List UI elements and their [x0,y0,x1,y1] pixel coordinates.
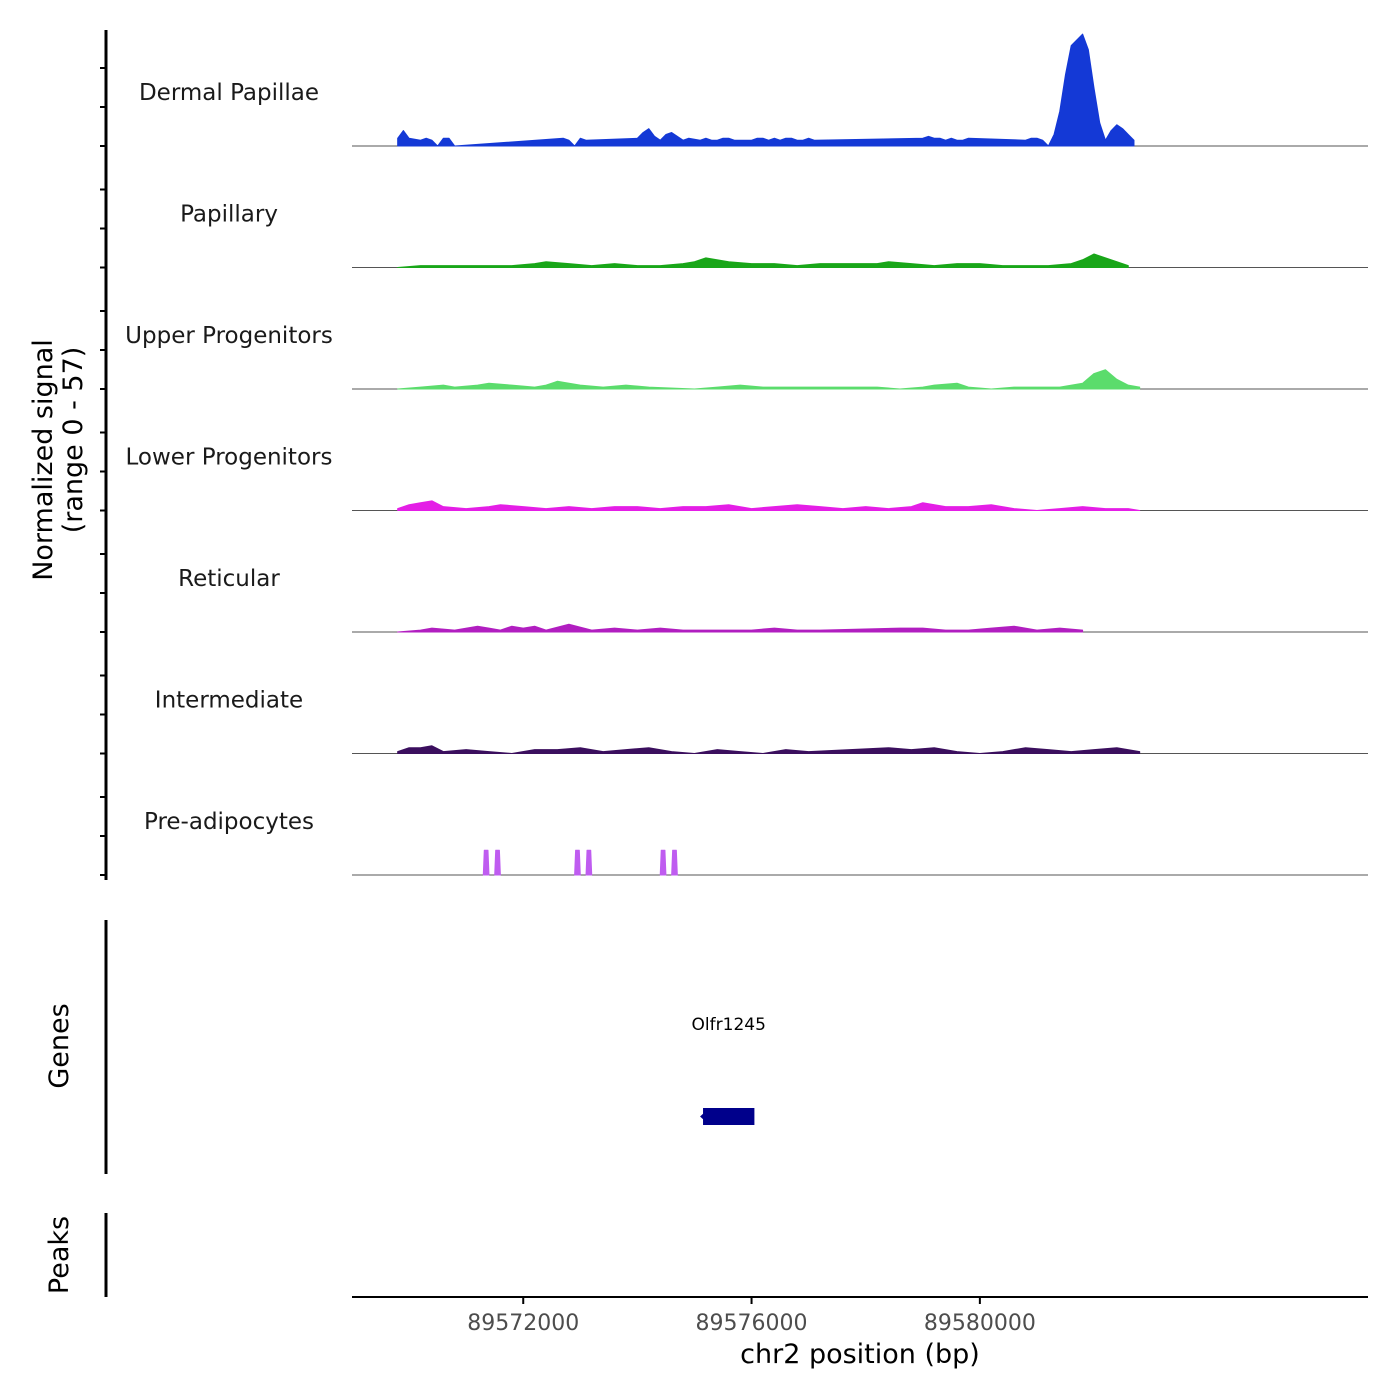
track-signal-area [397,500,1141,511]
gene-olfr1245: Olfr1245 [692,1015,766,1125]
track-pre-adipocytes: Pre-adipocytes [144,809,1368,876]
gene-strand-arrow [700,1112,706,1121]
track-signal-area [397,745,1141,754]
genes-axis-title: Genes [44,1003,75,1088]
y-axis-title: Normalized signal [28,339,59,581]
track-papillary: Papillary [180,202,1368,268]
track-intermediate: Intermediate [155,688,1368,754]
track-signal-area [397,253,1129,268]
gene-label: Olfr1245 [692,1015,766,1035]
x-tick-label: 89576000 [696,1311,808,1336]
x-axis-title: chr2 position (bp) [740,1339,980,1370]
track-label: Intermediate [155,688,303,714]
track-signal-area [397,369,1141,390]
x-tick-label: 89572000 [467,1311,579,1336]
track-label: Lower Progenitors [126,445,333,471]
track-lower-progenitors: Lower Progenitors [126,445,1368,511]
genes-panel: Genes Olfr1245 [44,920,766,1174]
track-reticular: Reticular [178,566,1368,633]
track-signal-area [397,33,1135,147]
track-label: Reticular [178,566,280,592]
track-label: Pre-adipocytes [144,809,314,835]
x-tick-label: 89580000 [924,1311,1036,1336]
gene-body [703,1108,755,1125]
signal-y-axis [100,30,108,880]
track-dermal-papillae: Dermal Papillae [139,33,1368,147]
track-label: Papillary [180,202,278,228]
peaks-panel: Peaks [44,1213,108,1297]
track-signal-area [482,849,678,876]
y-axis-range: (range 0 - 57) [58,347,89,534]
tracks-layer: Dermal Papillae Papillary Upper Progenitor… [125,33,1368,876]
track-upper-progenitors: Upper Progenitors [125,323,1368,390]
track-label: Upper Progenitors [125,323,333,349]
x-axis: 89572000 89576000 89580000 [352,1296,1368,1336]
track-signal-area [397,623,1084,633]
track-label: Dermal Papillae [139,80,319,106]
peaks-axis-title: Peaks [44,1216,75,1294]
